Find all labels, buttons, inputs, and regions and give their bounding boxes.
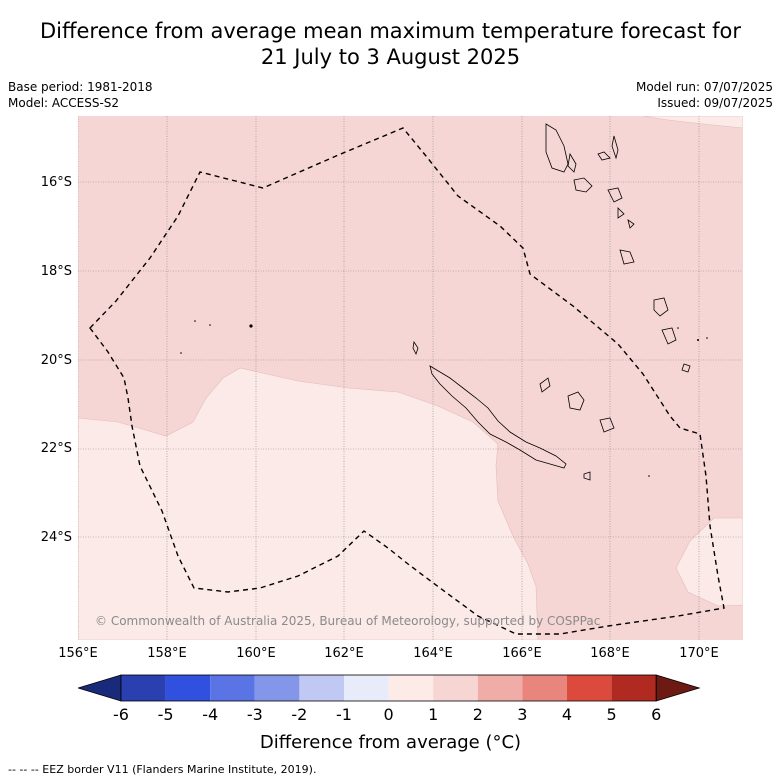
colorbar-segment (121, 675, 166, 701)
colorbar-tick-label: -2 (291, 705, 308, 724)
colorbar-extend-low (78, 674, 122, 702)
colorbar-segment (522, 675, 567, 701)
title-line-1: Difference from average mean maximum tem… (40, 19, 741, 43)
copyright-notice: © Commonwealth of Australia 2025, Bureau… (95, 614, 601, 628)
colorbar-segment (254, 675, 300, 701)
new-caledonia-island (429, 365, 567, 469)
loyalty-island-mare (599, 417, 615, 433)
colorbar-tick-label: -6 (113, 705, 129, 724)
colorbar-tick-label: -1 (336, 705, 352, 724)
colorbar-tick-label: 2 (472, 705, 483, 724)
band-0-1-region (78, 367, 539, 640)
colorbar-tick-label: 4 (561, 705, 573, 724)
colorbar-outline (120, 674, 657, 702)
colorbar-segment (388, 675, 434, 701)
lat-label-20s: 20°S (40, 353, 72, 368)
colorbar-segment (344, 675, 389, 701)
base-period: Base period: 1981-2018 (8, 80, 153, 94)
eez-border (89, 127, 725, 635)
colorbar-tick-label: -3 (246, 705, 263, 724)
colorbar-tick-label: -5 (157, 705, 174, 724)
band-0-1-east (675, 517, 743, 607)
colorbar-segment (165, 675, 211, 701)
loyalty-island-lifou (567, 391, 585, 411)
colorbar-tick-label: -4 (202, 705, 219, 724)
colorbar-extend-high (655, 674, 701, 702)
meta-right: Model run: 07/07/2025 Issued: 09/07/2025 (636, 79, 773, 111)
model-run: Model run: 07/07/2025 (635, 80, 773, 94)
model-name: Model: ACCESS-S2 (8, 96, 120, 110)
colorbar-tick-label: 3 (517, 705, 528, 724)
lon-label-164e: 164°E (413, 646, 453, 661)
forecast-map (78, 116, 743, 640)
lat-label-24s: 24°S (40, 530, 72, 545)
colorbar-segment (299, 675, 344, 701)
colorbar-tick-label: 1 (428, 705, 439, 724)
colorbar-title: Difference from average (°C) (259, 732, 522, 753)
meta-left: Base period: 1981-2018 Model: ACCESS-S2 (8, 79, 153, 111)
lon-label-166e: 166°E (502, 646, 542, 661)
eez-legend: -- -- -- EEZ border V11 (Flanders Marine… (8, 763, 317, 776)
loyalty-island-ouvea (539, 377, 551, 393)
colorbar-segment (210, 675, 255, 701)
colorbar-tick-label: 0 (383, 705, 394, 724)
lon-label-158e: 158°E (147, 646, 187, 661)
lon-label-170e: 170°E (679, 646, 719, 661)
lon-label-162e: 162°E (324, 646, 364, 661)
lon-label-156e: 156°E (58, 646, 98, 661)
colorbar-tick-label: 5 (606, 705, 617, 724)
lat-label-16s: 16°S (40, 175, 72, 190)
lon-label-160e: 160°E (236, 646, 276, 661)
colorbar-segment (433, 675, 478, 701)
matthew-island (583, 471, 591, 481)
lat-label-18s: 18°S (40, 264, 72, 279)
band-0-1-north (642, 116, 743, 129)
colorbar-tick-label: 6 (651, 705, 662, 724)
title-line-2: 21 July to 3 August 2025 (260, 45, 521, 69)
colorbar-segment (567, 675, 612, 701)
belep-islands (412, 340, 419, 356)
colorbar (78, 674, 701, 702)
colorbar-segment (477, 675, 523, 701)
small-islands (180, 320, 708, 477)
lat-label-22s: 22°S (40, 441, 72, 456)
lon-label-168e: 168°E (590, 646, 630, 661)
colorbar-segment (611, 675, 657, 701)
gridlines (78, 116, 743, 640)
chart-title: Difference from average mean maximum tem… (0, 18, 781, 70)
vanuatu-islands (545, 123, 691, 373)
issued-date: Issued: 09/07/2025 (657, 96, 773, 110)
